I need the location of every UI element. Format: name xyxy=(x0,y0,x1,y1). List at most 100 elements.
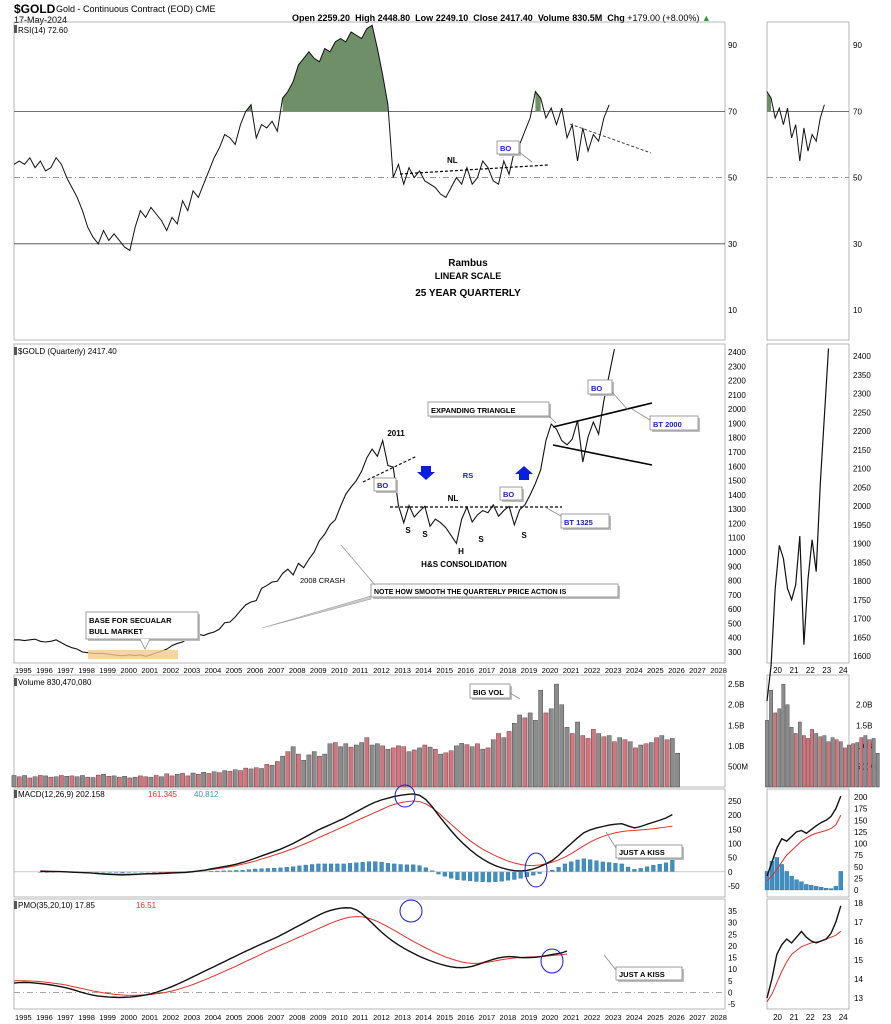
macd-histogram-bar xyxy=(487,871,492,883)
volume-mini-bar xyxy=(867,739,872,788)
macd-histogram-bar xyxy=(493,871,498,882)
volume-label: Volume xyxy=(537,13,570,23)
ohlc-readout: Open 2259.20 High 2448.80 Low 2249.10 Cl… xyxy=(292,13,711,23)
pmo-tick-label: 5 xyxy=(728,977,733,986)
macd-histogram-bar xyxy=(366,861,372,872)
rambus-label: Rambus xyxy=(448,258,488,269)
macd-histogram-bar xyxy=(626,866,631,872)
volume-bar xyxy=(554,683,559,788)
macd-histogram-bar xyxy=(512,871,517,880)
bt1325-pointer xyxy=(544,506,562,517)
volume-bar xyxy=(354,744,359,788)
up-arrow-icon: ▲ xyxy=(701,13,711,23)
macd-histogram-bar xyxy=(373,861,378,872)
x-tick-label-bottom: 2022 xyxy=(584,1013,601,1022)
volume-bar xyxy=(601,736,607,788)
pmo-legend-swatch xyxy=(14,901,17,909)
close-label: Close xyxy=(473,13,498,23)
rsi-mini-line xyxy=(766,91,825,162)
volume-bar xyxy=(659,735,665,788)
volume-bar xyxy=(11,775,17,788)
volume-bar xyxy=(222,770,227,788)
volume-bar xyxy=(427,746,433,788)
volume-bar xyxy=(580,735,586,788)
macd-mini-tick-label: 200 xyxy=(854,793,868,802)
rsi-bo-label-box xyxy=(496,140,520,155)
x-tick-label-bottom: 2005 xyxy=(226,1013,243,1022)
price-bo-nl-box xyxy=(499,486,523,501)
shoulder-label-1: S xyxy=(422,530,428,539)
mini-x-tick-label-bottom: 22 xyxy=(806,1013,815,1022)
price-mini-tick-label: 1900 xyxy=(853,540,871,549)
macd-histogram-bar xyxy=(645,866,650,872)
volume-mini-bar xyxy=(769,690,773,788)
x-tick-label: 2004 xyxy=(205,666,222,675)
macd-histogram-bar xyxy=(562,863,567,872)
volume-bar xyxy=(564,727,570,788)
macd-histogram-bar xyxy=(474,871,479,882)
pmo-kiss-label-box xyxy=(615,966,683,981)
volume-mini-bar xyxy=(843,747,847,788)
volume-bar xyxy=(396,745,401,788)
volume-bar xyxy=(132,776,138,788)
x-tick-label-bottom: 2001 xyxy=(141,1013,158,1022)
macd-mini-histogram-bar xyxy=(774,857,779,891)
x-tick-label-bottom: 2028 xyxy=(710,1013,727,1022)
volume-bar xyxy=(438,753,443,788)
macd-mini-histogram-bar xyxy=(823,887,829,891)
macd-histogram-bar xyxy=(335,863,340,872)
x-tick-label: 2013 xyxy=(394,666,411,675)
x-tick-label: 2002 xyxy=(162,666,179,675)
volume-bar xyxy=(612,741,617,788)
x-tick-label-bottom: 2020 xyxy=(542,1013,559,1022)
volume-bar xyxy=(122,776,127,788)
price-tick-label: 1000 xyxy=(728,548,746,557)
volume-bar xyxy=(227,771,233,788)
mini-x-tick-label-bottom: 24 xyxy=(839,1013,848,1022)
rsi-tick-label: 10 xyxy=(728,306,737,315)
x-tick-label: 2001 xyxy=(141,666,158,675)
macd-histogram-bar xyxy=(455,871,460,880)
macd-mini-tick-label: 125 xyxy=(854,828,868,837)
high-value: 2448.80 xyxy=(377,13,411,23)
macd-histogram-bar xyxy=(417,865,422,872)
volume-bar xyxy=(53,776,59,788)
volume-bar xyxy=(627,741,633,788)
price-mini-tick-label: 1600 xyxy=(853,652,871,661)
volume-bar xyxy=(90,777,96,788)
volume-bar xyxy=(306,754,312,788)
macd-histogram-bar xyxy=(638,868,643,872)
volume-bar xyxy=(153,775,159,788)
volume-bar xyxy=(538,690,543,788)
up-arrow-icon xyxy=(515,466,533,480)
macd-histogram-bar xyxy=(442,871,447,877)
volume-bar xyxy=(280,755,285,788)
shoulder-label-0: S xyxy=(405,526,411,535)
price-mini-tick-label: 1750 xyxy=(853,596,871,605)
panel-frame-pmo xyxy=(13,898,726,1010)
bt1325-label: BT 1325 xyxy=(564,518,593,527)
macd-line xyxy=(40,793,673,876)
macd-mini-histogram-bar xyxy=(779,864,784,891)
volume-bar xyxy=(253,767,259,788)
volume-bar xyxy=(390,747,396,788)
volume-bar xyxy=(385,748,391,788)
pmo-mini-tick-label: 14 xyxy=(854,975,863,984)
pmo-mini-line xyxy=(766,905,842,999)
price-bo-nl: BO xyxy=(503,490,514,499)
pmo-legend: PMO(35,20,10) 17.85 xyxy=(18,901,95,910)
x-tick-label-bottom: 1999 xyxy=(99,1013,116,1022)
pmo-tick-label: 15 xyxy=(728,954,737,963)
hs-consolidation-label: H&S CONSOLIDATION xyxy=(421,560,507,569)
macd-histogram-bar xyxy=(411,864,416,872)
price-bo-2024: BO xyxy=(591,384,602,393)
macd-histogram-bar xyxy=(670,860,675,872)
note-pointer-1 xyxy=(261,595,372,629)
volume-bar xyxy=(338,746,343,788)
volume-mini-bar xyxy=(789,727,794,788)
volume-bar xyxy=(85,776,91,788)
symbol-title: $GOLD xyxy=(14,2,56,16)
volume-bar xyxy=(522,717,528,788)
volume-bar xyxy=(406,751,412,788)
volume-bar xyxy=(43,775,48,788)
